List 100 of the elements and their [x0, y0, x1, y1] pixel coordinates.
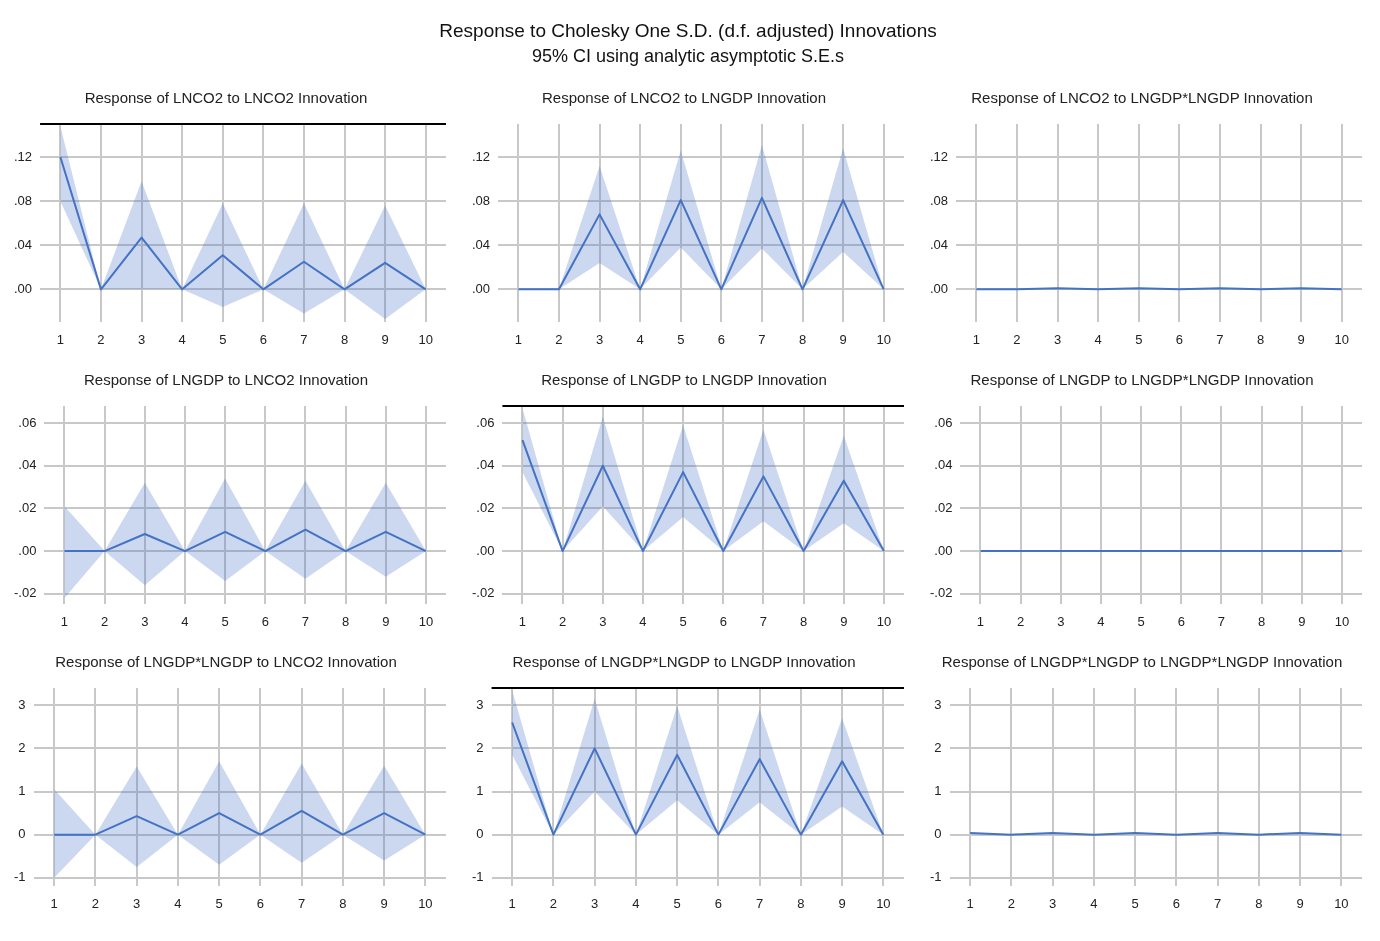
- x-tick-label: 6: [1175, 331, 1183, 347]
- x-tick-label: 5: [673, 895, 681, 911]
- x-tick-label: 2: [101, 613, 109, 629]
- x-tick-label: 3: [133, 895, 141, 911]
- x-tick-label: 5: [1137, 613, 1145, 629]
- y-tick-label: 0: [476, 826, 484, 842]
- x-tick-label: 2: [1013, 331, 1021, 347]
- chart-title: Response of LNGDP*LNGDP to LNGDP*LNGDP Innovation: [941, 653, 1343, 671]
- x-tick-label: 5: [679, 613, 687, 629]
- x-tick-label: 1: [966, 895, 974, 911]
- y-tick-label: .04: [471, 236, 491, 252]
- x-tick-label: 7: [300, 331, 308, 347]
- x-tick-label: 3: [1057, 613, 1065, 629]
- x-tick-label: 4: [1090, 895, 1098, 911]
- chart-title: Response of LNCO2 to LNGDP*LNGDP Innovation: [971, 89, 1313, 107]
- y-tick-label: -.02: [471, 585, 495, 601]
- y-tick-label: 0: [934, 826, 942, 842]
- x-tick-label: 1: [508, 895, 516, 911]
- x-tick-label: 2: [1007, 895, 1016, 911]
- text: 95% CI using analytic asymptotic S.E.s: [530, 46, 846, 67]
- y-tick-label: .02: [476, 499, 495, 515]
- x-tick-label: 5: [1135, 331, 1143, 347]
- x-tick-label: 8: [797, 895, 805, 911]
- x-tick-label: 9: [840, 613, 848, 629]
- x-tick-label: 7: [759, 613, 768, 629]
- x-tick-label: 6: [259, 331, 267, 347]
- y-tick-label: .00: [476, 542, 495, 558]
- chart-title: Response of LNCO2 to LNCO2 Innovation: [84, 89, 368, 107]
- chart-title: Response of LNCO2 to LNGDP Innovation: [541, 89, 827, 107]
- x-tick-label: 4: [181, 613, 189, 629]
- chart-title: Response of LNGDP*LNGDP to LNGDP Innovation: [512, 653, 856, 671]
- x-tick-label: 9: [381, 331, 389, 347]
- x-tick-label: 7: [298, 895, 306, 911]
- y-tick-label: .04: [929, 236, 949, 252]
- x-tick-label: 7: [1214, 895, 1222, 911]
- x-tick-label: 2: [549, 895, 558, 911]
- y-tick-label: .12: [929, 148, 949, 164]
- y-tick-label: 3: [18, 696, 26, 712]
- x-tick-label: 9: [839, 331, 847, 347]
- y-tick-label: 3: [476, 696, 484, 712]
- x-tick-label: 9: [380, 895, 388, 911]
- x-tick-label: 1: [976, 613, 985, 629]
- x-tick-label: 1: [514, 331, 522, 347]
- x-tick-label: 7: [301, 613, 310, 629]
- x-tick-label: 8: [799, 613, 808, 629]
- y-tick-label: .00: [471, 280, 491, 296]
- y-tick-label: .06: [18, 414, 37, 430]
- text: Response to Cholesky One S.D. (d.f. adjusted) Innovations: [438, 20, 938, 42]
- y-tick-label: .00: [13, 280, 33, 296]
- x-tick-label: 8: [1255, 895, 1263, 911]
- x-tick-label: 4: [1094, 331, 1102, 347]
- x-tick-label: 5: [221, 613, 229, 629]
- y-tick-label: .04: [18, 457, 37, 473]
- x-tick-label: 7: [756, 895, 764, 911]
- x-tick-label: 7: [1217, 613, 1226, 629]
- x-tick-label: 9: [838, 895, 846, 911]
- x-tick-label: 8: [341, 613, 350, 629]
- y-tick-label: 1: [934, 783, 942, 799]
- x-tick-label: 9: [1296, 895, 1304, 911]
- x-tick-label: 5: [1131, 895, 1139, 911]
- x-tick-label: 4: [639, 613, 647, 629]
- y-tick-label: .12: [13, 148, 33, 164]
- x-tick-label: 10: [876, 331, 891, 347]
- x-tick-label: 6: [1172, 895, 1181, 911]
- x-tick-label: 4: [178, 331, 186, 347]
- x-tick-label: 8: [1256, 331, 1265, 347]
- x-tick-label: 9: [382, 613, 390, 629]
- y-tick-label: .08: [471, 192, 491, 208]
- x-tick-label: 10: [418, 331, 433, 347]
- x-tick-label: 9: [1298, 613, 1306, 629]
- x-tick-label: 1: [518, 613, 527, 629]
- y-tick-label: 2: [476, 739, 484, 755]
- x-tick-label: 10: [876, 613, 892, 629]
- x-tick-label: 2: [97, 331, 105, 347]
- x-tick-label: 6: [261, 613, 269, 629]
- x-tick-label: 1: [972, 331, 980, 347]
- y-tick-label: 1: [476, 783, 484, 799]
- y-tick-label: .00: [934, 542, 953, 558]
- y-tick-label: .12: [471, 148, 491, 164]
- x-tick-label: 10: [418, 613, 434, 629]
- chart-title: Response of LNGDP to LNGDP Innovation: [541, 371, 827, 389]
- chart-title: Response of LNGDP*LNGDP to LNCO2 Innovation: [55, 653, 397, 671]
- x-tick-label: 5: [215, 895, 223, 911]
- x-tick-label: 9: [1297, 331, 1305, 347]
- x-tick-label: 10: [418, 895, 433, 911]
- x-tick-label: 6: [714, 895, 723, 911]
- chart-title: Response of LNGDP to LNCO2 Innovation: [83, 371, 369, 389]
- x-tick-label: 2: [1017, 613, 1025, 629]
- x-tick-label: 6: [719, 613, 727, 629]
- x-tick-label: 3: [591, 895, 599, 911]
- x-tick-label: 3: [141, 613, 149, 629]
- y-tick-label: .04: [476, 457, 495, 473]
- y-tick-label: .06: [934, 414, 953, 430]
- y-tick-label: .00: [18, 542, 37, 558]
- y-tick-label: 1: [18, 783, 26, 799]
- y-tick-label: 3: [934, 696, 942, 712]
- x-tick-label: 3: [1053, 331, 1062, 347]
- y-tick-label: .08: [13, 192, 33, 208]
- x-tick-label: 5: [677, 331, 685, 347]
- x-tick-label: 4: [636, 331, 644, 347]
